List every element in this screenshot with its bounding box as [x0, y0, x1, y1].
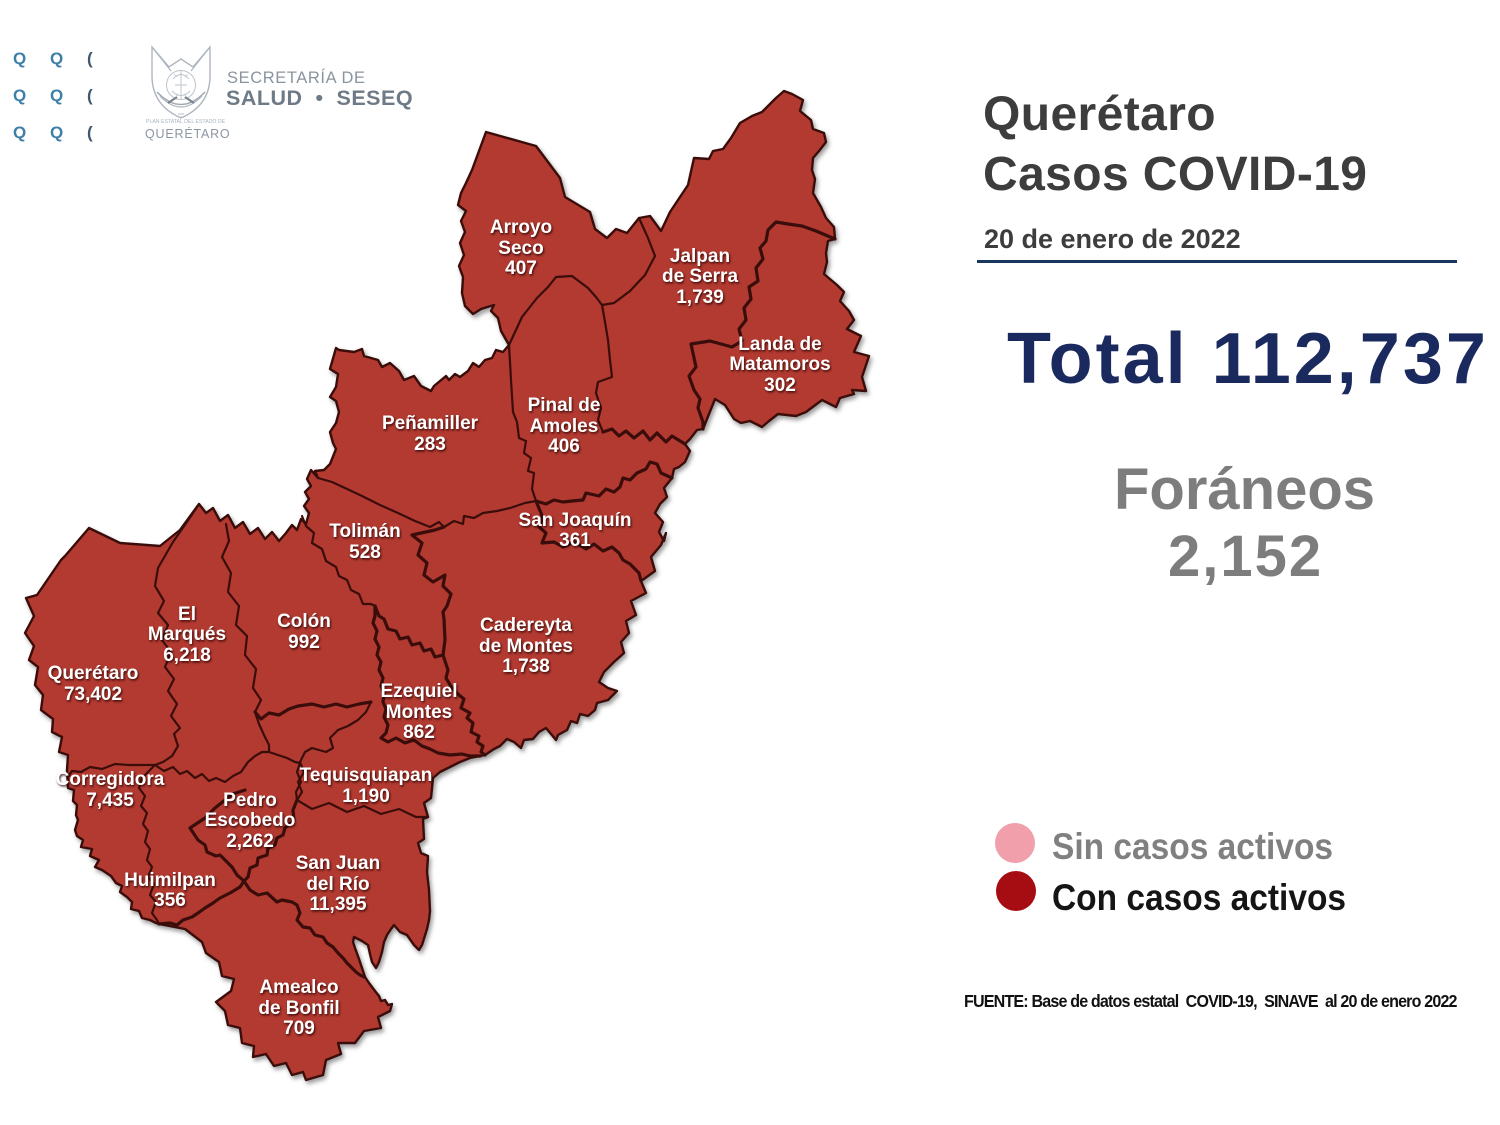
svg-text:302: 302	[764, 375, 796, 396]
svg-text:283: 283	[414, 434, 446, 455]
svg-text:Tolimán: Tolimán	[329, 521, 400, 542]
svg-text:de Bonfil: de Bonfil	[258, 998, 339, 1019]
svg-text:El: El	[178, 604, 196, 625]
svg-text:Ezequiel: Ezequiel	[380, 681, 457, 702]
svg-text:73,402: 73,402	[64, 684, 122, 705]
svg-text:Pinal de: Pinal de	[528, 395, 601, 416]
svg-text:Landa de: Landa de	[738, 334, 821, 355]
svg-text:de Montes: de Montes	[479, 636, 573, 657]
svg-text:Querétaro: Querétaro	[48, 663, 139, 684]
svg-text:7,435: 7,435	[86, 790, 134, 811]
svg-text:de Serra: de Serra	[662, 266, 738, 287]
svg-text:Seco: Seco	[498, 238, 543, 259]
svg-text:San Juan: San Juan	[296, 853, 380, 874]
svg-text:1,738: 1,738	[502, 656, 550, 677]
svg-text:528: 528	[349, 542, 381, 563]
svg-text:709: 709	[283, 1018, 315, 1039]
svg-text:1,190: 1,190	[342, 786, 390, 807]
svg-text:Jalpan: Jalpan	[670, 246, 730, 267]
svg-text:Tequisquiapan: Tequisquiapan	[300, 765, 433, 786]
svg-text:Corregidora: Corregidora	[56, 769, 165, 790]
svg-text:Marqués: Marqués	[148, 624, 226, 645]
svg-text:del Río: del Río	[306, 874, 369, 895]
svg-text:San Joaquín: San Joaquín	[519, 510, 632, 531]
svg-text:Huimilpan: Huimilpan	[124, 870, 216, 891]
svg-text:406: 406	[548, 436, 580, 457]
svg-text:Pedro: Pedro	[223, 790, 277, 811]
svg-text:Cadereyta: Cadereyta	[480, 615, 572, 636]
svg-text:407: 407	[505, 258, 537, 279]
svg-text:356: 356	[154, 890, 186, 911]
svg-text:361: 361	[559, 530, 591, 551]
svg-text:862: 862	[403, 722, 435, 743]
svg-text:1,739: 1,739	[676, 287, 724, 308]
svg-text:11,395: 11,395	[309, 894, 366, 915]
svg-text:2,262: 2,262	[226, 831, 274, 852]
svg-text:Colón: Colón	[277, 611, 331, 632]
svg-text:Montes: Montes	[386, 702, 453, 723]
svg-text:Matamoros: Matamoros	[729, 354, 830, 375]
svg-text:992: 992	[288, 632, 320, 653]
svg-text:Escobedo: Escobedo	[205, 810, 296, 831]
svg-text:Amealco: Amealco	[259, 977, 338, 998]
svg-text:Arroyo: Arroyo	[490, 217, 552, 238]
svg-text:6,218: 6,218	[163, 645, 211, 666]
svg-text:Peñamiller: Peñamiller	[382, 413, 479, 434]
svg-text:Amoles: Amoles	[530, 416, 599, 437]
